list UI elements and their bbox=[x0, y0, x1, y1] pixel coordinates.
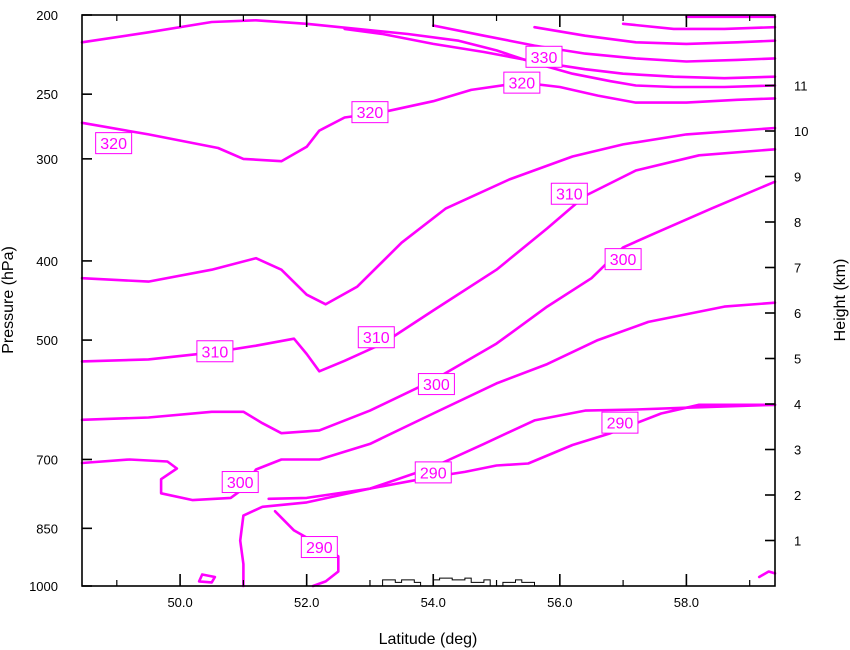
contour-label: 300 bbox=[423, 377, 450, 394]
contour-label: 310 bbox=[363, 330, 390, 347]
contour-label-layer: 330 320 320 320 310 310 310 300 300 300 290 290 290 bbox=[95, 45, 642, 559]
y-tick-label: 1000 bbox=[29, 579, 58, 594]
contour-line-300 bbox=[80, 301, 777, 502]
y2-tick-label: 6 bbox=[794, 306, 801, 321]
contour-label: 300 bbox=[610, 252, 637, 269]
contour-label-box bbox=[351, 101, 389, 124]
contour-label: 320 bbox=[100, 136, 127, 153]
contour-label-box bbox=[357, 326, 395, 349]
contour-line-320 bbox=[80, 81, 777, 163]
plot-frame bbox=[81, 14, 776, 587]
contour-label-box bbox=[417, 373, 455, 396]
contour-line-290 bbox=[197, 573, 217, 584]
x-tick-label: 50.0 bbox=[167, 595, 192, 610]
y2-axis-title: Height (km) bbox=[832, 259, 849, 342]
contour-label: 320 bbox=[357, 105, 384, 122]
y-tick-label: 700 bbox=[36, 452, 58, 467]
y2-tick-label: 5 bbox=[794, 352, 801, 367]
contour-line-290 bbox=[267, 403, 777, 501]
contour-line-310 bbox=[80, 126, 777, 306]
y2-tick-label: 8 bbox=[794, 215, 801, 230]
contour-label: 330 bbox=[531, 50, 558, 67]
contour-label-box bbox=[525, 45, 563, 68]
x-tick-label: 56.0 bbox=[547, 595, 572, 610]
y2-tick-label: 9 bbox=[794, 170, 801, 185]
contour-label-box bbox=[550, 182, 588, 205]
contour-layer bbox=[80, 15, 777, 588]
y2-tick-label: 2 bbox=[794, 488, 801, 503]
contour-label: 320 bbox=[508, 76, 535, 93]
y-tick-label: 200 bbox=[36, 8, 58, 23]
contour-label-box bbox=[503, 71, 541, 94]
y2-tick-label: 3 bbox=[794, 443, 801, 458]
contour-label: 310 bbox=[202, 344, 229, 361]
axes-layer: 50.0 52.0 54.0 56.0 58.020025030040050070085… bbox=[29, 8, 808, 610]
contour-line-290 bbox=[273, 509, 340, 588]
contour-label-box bbox=[196, 340, 234, 363]
y2-tick-label: 1 bbox=[794, 534, 801, 549]
contour-line-320 bbox=[80, 19, 777, 89]
contour-line-310 bbox=[80, 148, 777, 373]
y2-tick-label: 10 bbox=[794, 124, 808, 139]
contour-label-box bbox=[601, 411, 639, 434]
contour-label: 310 bbox=[556, 187, 583, 204]
contour-label: 290 bbox=[607, 416, 634, 433]
contour-label-box bbox=[414, 461, 452, 484]
x-tick-label: 54.0 bbox=[421, 595, 446, 610]
x-tick-label: 52.0 bbox=[294, 595, 319, 610]
contour-line-330 bbox=[621, 22, 777, 31]
contour-label-box bbox=[604, 248, 642, 271]
contour-label-box bbox=[95, 132, 133, 155]
contour-label: 300 bbox=[227, 475, 254, 492]
y2-tick-label: 4 bbox=[794, 397, 801, 412]
contour-line-290 bbox=[757, 570, 777, 579]
contour-label-box bbox=[221, 471, 259, 494]
x-axis-title: Latitude (deg) bbox=[379, 631, 478, 648]
contour-label-box bbox=[300, 536, 338, 559]
contour-line-330 bbox=[431, 24, 777, 63]
x-tick-label: 58.0 bbox=[674, 595, 699, 610]
y-tick-label: 300 bbox=[36, 152, 58, 167]
contour-line-330 bbox=[533, 25, 777, 46]
contour-line-300 bbox=[238, 403, 777, 588]
y2-tick-label: 11 bbox=[794, 79, 808, 94]
contour-label: 290 bbox=[306, 540, 333, 557]
y-tick-label: 850 bbox=[36, 521, 58, 536]
terrain-outline bbox=[376, 577, 535, 587]
y-tick-label: 250 bbox=[36, 87, 58, 102]
y2-tick-label: 7 bbox=[794, 261, 801, 276]
y-tick-label: 500 bbox=[36, 333, 58, 348]
y-tick-label: 400 bbox=[36, 254, 58, 269]
y-axis-title: Pressure (hPa) bbox=[0, 246, 17, 354]
terrain-layer bbox=[376, 577, 535, 587]
contour-line-300 bbox=[80, 180, 777, 435]
contour-label: 290 bbox=[420, 465, 447, 482]
